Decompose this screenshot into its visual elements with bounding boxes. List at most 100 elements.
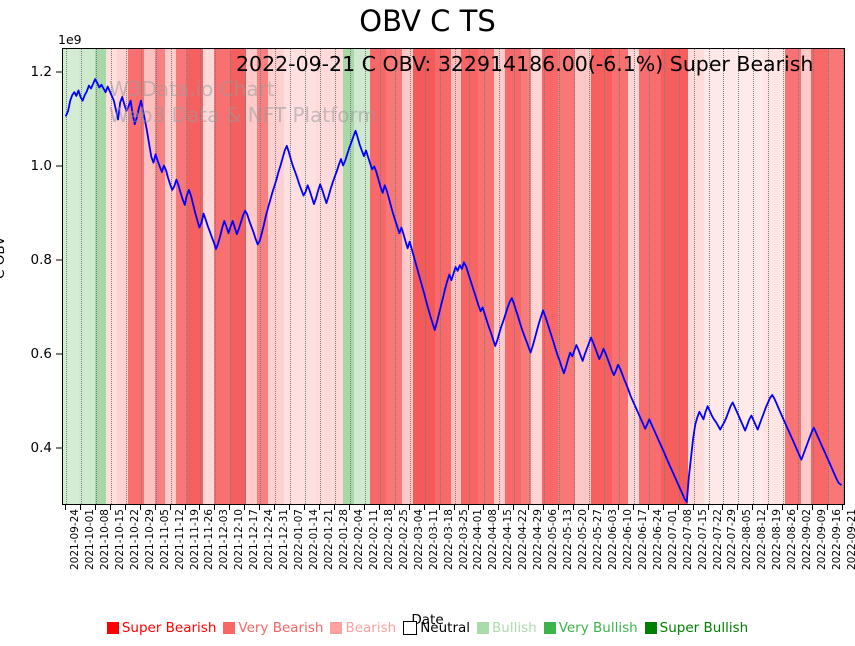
x-tick-label: 2021-10-22: [128, 509, 141, 571]
x-tick-label: 2022-07-08: [681, 509, 694, 571]
sentiment-band: [202, 49, 214, 504]
x-tick-label: 2022-04-08: [487, 509, 500, 571]
x-tick-label: 2021-11-19: [188, 509, 201, 571]
x-tick-mark: [333, 505, 335, 510]
legend-label: Very Bearish: [238, 620, 324, 636]
gridline: [813, 49, 815, 504]
vertical-gridlines: [63, 49, 844, 504]
gridline: [828, 49, 830, 504]
x-tick-mark: [677, 505, 679, 510]
gridline: [140, 49, 142, 504]
x-tick-mark: [827, 505, 829, 510]
sentiment-band: [800, 49, 812, 504]
gridline: [260, 49, 262, 504]
x-tick-mark: [363, 505, 365, 510]
sentiment-band: [246, 49, 257, 504]
x-tick-mark: [453, 505, 455, 510]
x-tick-mark: [244, 505, 246, 510]
x-tick-label: 2022-08-19: [771, 509, 784, 571]
x-tick-mark: [707, 505, 709, 510]
gridline: [738, 49, 740, 504]
sentiment-band: [784, 49, 801, 504]
x-tick-label: 2022-09-21: [846, 509, 855, 571]
sentiment-band: [434, 49, 451, 504]
x-tick-mark: [214, 505, 216, 510]
sentiment-band: [574, 49, 591, 504]
x-tick-label: 2021-10-01: [83, 509, 96, 571]
gridline: [753, 49, 755, 504]
sentiment-band: [143, 49, 155, 504]
y-tick-label: 1.2: [30, 63, 52, 80]
x-tick-mark: [94, 505, 96, 510]
gridline: [529, 49, 531, 504]
x-tick-label: 2022-02-11: [367, 509, 380, 571]
legend-item[interactable]: Bearish: [330, 620, 396, 636]
sentiment-band: [687, 49, 704, 504]
x-tick-mark: [139, 505, 141, 510]
x-tick-mark: [647, 505, 649, 510]
x-tick-mark: [543, 505, 545, 510]
x-tick-label: 2022-02-18: [382, 509, 395, 571]
gridline: [514, 49, 516, 504]
x-tick-mark: [274, 505, 276, 510]
x-tick-mark: [438, 505, 440, 510]
x-tick-mark: [498, 505, 500, 510]
y-axis-label: C OBV: [0, 236, 8, 279]
legend-item[interactable]: Very Bearish: [223, 620, 323, 636]
x-tick-label: 2022-04-01: [472, 509, 485, 571]
sentiment-band: [79, 49, 96, 504]
gridline: [843, 49, 844, 504]
plot-area: W3Data.io Chart Web3 Data & NFT Platform: [62, 48, 845, 505]
gridline: [708, 49, 710, 504]
gridline: [663, 49, 665, 504]
legend-swatch-icon: [477, 622, 490, 634]
x-tick-mark: [289, 505, 291, 510]
gridline: [574, 49, 576, 504]
gridline: [379, 49, 381, 504]
x-tick-label: 2022-03-11: [427, 509, 440, 571]
gridline: [334, 49, 336, 504]
sentiment-band: [542, 49, 559, 504]
x-tick-mark: [393, 505, 395, 510]
x-tick-mark: [124, 505, 126, 510]
gridline: [66, 49, 67, 504]
x-tick-mark: [617, 505, 619, 510]
legend-item[interactable]: Bullish: [477, 620, 537, 636]
x-tick-mark: [378, 505, 380, 510]
gridline: [320, 49, 322, 504]
value-annotation: 2022-09-21 C OBV: 322914186.00(-6.1%) Su…: [236, 52, 814, 76]
x-tick-mark: [737, 505, 739, 510]
x-tick-label: 2022-05-13: [562, 509, 575, 571]
x-tick-mark: [752, 505, 754, 510]
sentiment-band: [256, 49, 268, 504]
x-tick-label: 2022-06-10: [621, 509, 634, 571]
sentiment-band: [520, 49, 532, 504]
legend-item[interactable]: Super Bearish: [106, 620, 217, 636]
sentiment-band: [811, 49, 828, 504]
sentiment-band: [369, 49, 387, 504]
x-tick-label: 2021-12-24: [263, 509, 276, 571]
gridline: [633, 49, 635, 504]
watermark-line-2: Web3 Data & NFT Platform: [109, 103, 377, 127]
sentiment-band: [342, 49, 354, 504]
x-tick-mark: [573, 505, 575, 510]
gridline: [544, 49, 546, 504]
legend-item[interactable]: Neutral: [403, 620, 470, 636]
sentiment-bands: [63, 49, 844, 504]
gridline: [394, 49, 396, 504]
x-tick-label: 2022-04-29: [532, 509, 545, 571]
obv-line-series: [65, 78, 842, 503]
x-tick-label: 2022-01-07: [293, 509, 306, 571]
x-tick-label: 2022-02-04: [352, 509, 365, 571]
legend-item[interactable]: Super Bullish: [644, 620, 748, 636]
gridline: [170, 49, 172, 504]
y-tick-mark: [56, 71, 62, 73]
x-tick-label: 2022-01-14: [308, 509, 321, 571]
gridline: [424, 49, 426, 504]
gridline: [409, 49, 411, 504]
y-tick-mark: [56, 259, 62, 261]
gridline: [783, 49, 785, 504]
legend-item[interactable]: Very Bullish: [543, 620, 638, 636]
legend-label: Super Bearish: [121, 620, 217, 636]
